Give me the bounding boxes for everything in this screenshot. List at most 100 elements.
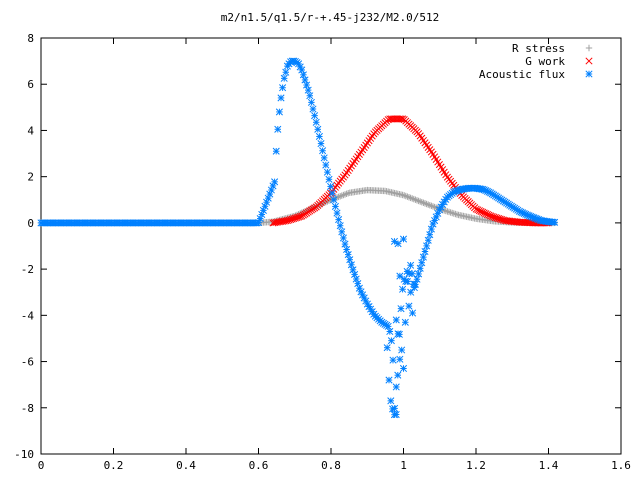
data-point	[444, 208, 451, 215]
x-tick-label: 0.6	[249, 459, 269, 472]
data-point	[315, 132, 323, 141]
data-point	[394, 240, 402, 248]
data-point	[452, 210, 459, 218]
data-point	[343, 190, 350, 198]
data-point	[413, 275, 421, 283]
x-tick-label: 1	[400, 459, 407, 472]
data-point	[319, 147, 327, 155]
x-tick-label: 1.2	[466, 459, 486, 472]
data-point	[404, 193, 411, 200]
data-point	[389, 356, 397, 364]
data-point	[401, 192, 408, 199]
plot-frame	[40, 37, 622, 455]
data-point	[259, 206, 267, 214]
data-point	[282, 68, 290, 76]
data-point	[311, 112, 319, 120]
data-point	[399, 115, 407, 123]
data-point	[386, 327, 394, 336]
legend-marker	[585, 44, 593, 52]
series-layer	[37, 57, 559, 419]
legend-label: Acoustic flux	[479, 68, 565, 81]
data-point	[269, 182, 277, 190]
data-point	[338, 192, 345, 199]
data-point	[425, 201, 432, 208]
legend-label: G work	[525, 55, 565, 68]
data-point	[426, 202, 433, 209]
data-point	[429, 203, 437, 210]
data-point	[447, 209, 454, 216]
data-point	[309, 105, 317, 113]
data-point	[314, 125, 322, 133]
data-point	[413, 197, 421, 204]
data-point	[396, 355, 404, 363]
data-point	[551, 218, 559, 226]
data-point	[261, 202, 269, 210]
data-point	[398, 346, 406, 354]
data-point	[277, 94, 285, 102]
y-tick-label: 2	[27, 171, 34, 184]
data-point	[412, 196, 419, 203]
data-point	[272, 147, 280, 155]
data-point	[416, 264, 424, 272]
data-point	[450, 210, 457, 217]
x-tick-label: 0.2	[104, 459, 124, 472]
x-tick-label: 1.4	[539, 459, 559, 472]
data-point	[410, 195, 417, 203]
data-point	[274, 125, 282, 133]
data-point	[421, 200, 429, 207]
legend-marker	[585, 70, 593, 78]
x-tick-label: 0	[38, 459, 45, 472]
data-point	[328, 189, 336, 197]
data-point	[387, 397, 395, 405]
data-point	[383, 344, 391, 352]
axis-ticks: 0 0.2 0.4 0.6 0.8 1 1.2 1.4 1.6 8 6 4 2 0 -2 -4 -6 -8 -10	[14, 32, 631, 472]
data-point	[320, 154, 328, 162]
data-point	[346, 256, 354, 264]
y-tick-label: 8	[27, 32, 34, 45]
data-point	[399, 235, 408, 243]
data-point	[330, 196, 338, 204]
data-point	[420, 199, 427, 206]
data-point	[399, 364, 408, 373]
data-point	[403, 278, 411, 286]
y-tick-label: -4	[21, 309, 35, 322]
y-tick-label: -6	[21, 356, 34, 369]
data-point	[407, 288, 415, 296]
y-tick-label: 0	[27, 217, 34, 230]
data-point	[322, 161, 330, 169]
data-point	[333, 209, 341, 217]
data-point	[392, 383, 400, 391]
data-point	[312, 118, 320, 126]
data-point	[418, 198, 425, 206]
data-point	[279, 84, 287, 92]
data-point	[298, 66, 306, 74]
data-point	[409, 309, 417, 317]
data-point	[394, 371, 402, 379]
data-point	[441, 207, 448, 214]
y-tick-label: -8	[21, 402, 34, 415]
data-point	[299, 71, 307, 79]
data-point	[405, 194, 413, 201]
data-point	[403, 267, 411, 275]
data-point	[351, 270, 359, 278]
data-point	[417, 198, 424, 205]
x-tick-label: 0.4	[176, 459, 196, 472]
x-tick-label: 1.6	[611, 459, 631, 472]
data-point	[426, 231, 434, 239]
data-point	[401, 318, 409, 326]
data-point	[338, 228, 346, 236]
data-point	[255, 219, 263, 227]
data-point	[275, 108, 283, 116]
data-point	[392, 316, 400, 324]
x-tick-label: 0.8	[321, 459, 341, 472]
data-point	[442, 207, 449, 215]
data-point	[327, 182, 335, 190]
data-point	[344, 251, 352, 259]
data-point	[354, 280, 362, 288]
y-tick-label: -10	[14, 448, 34, 461]
data-point	[418, 259, 426, 267]
data-point	[347, 261, 355, 269]
data-point	[325, 175, 333, 183]
series-acoustic-flux-scatter	[383, 235, 418, 419]
